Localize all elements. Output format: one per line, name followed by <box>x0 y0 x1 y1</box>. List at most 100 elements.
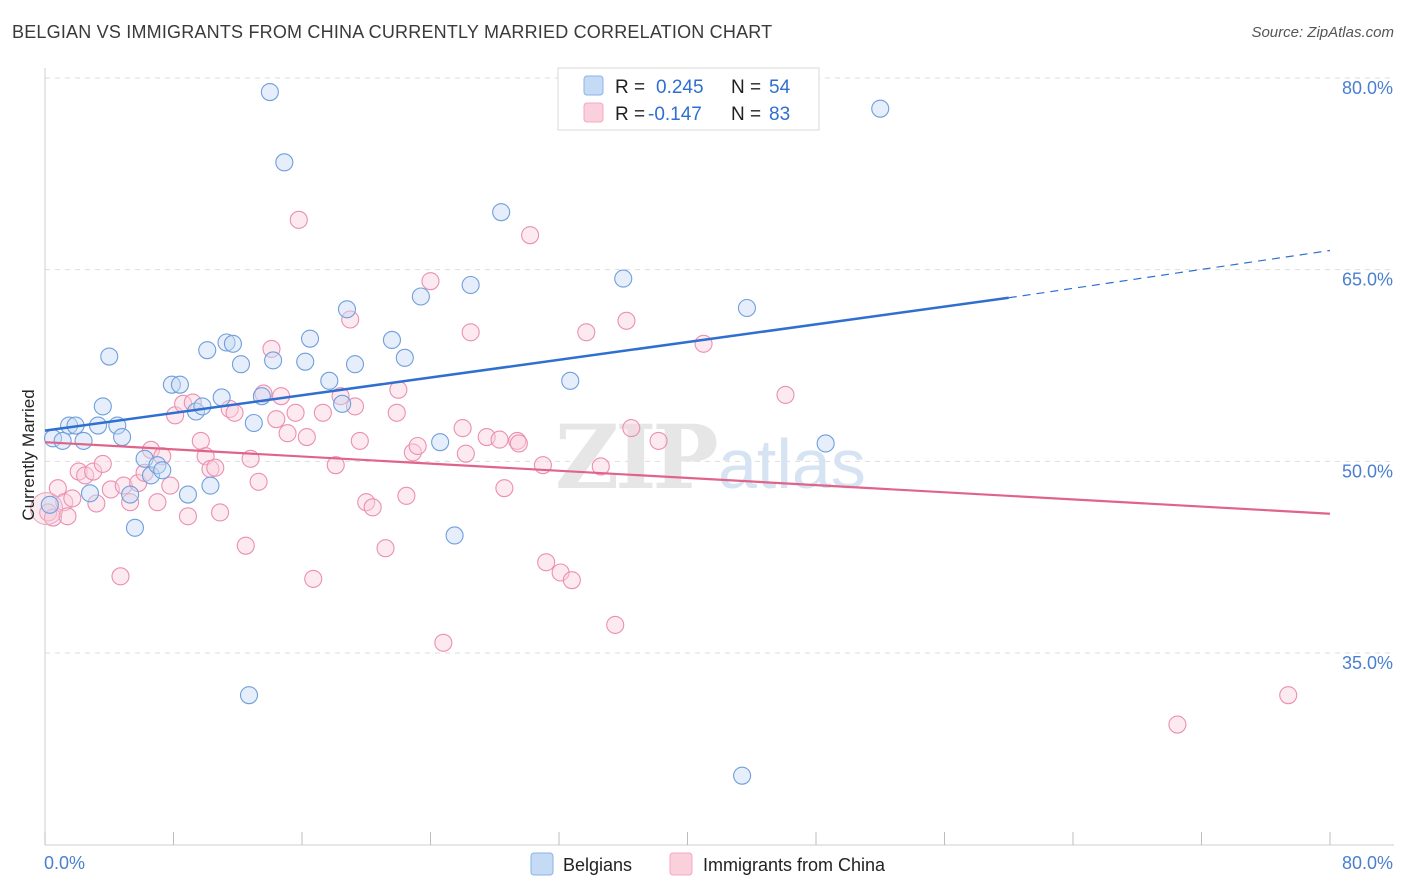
china-point <box>562 571 581 590</box>
legend-n-value-1: 54 <box>769 77 791 98</box>
belgian-point <box>231 355 251 374</box>
belgian-point <box>244 413 263 433</box>
china-point <box>456 444 475 463</box>
china-point <box>121 493 140 512</box>
belgian-point <box>53 431 72 450</box>
belgian-point <box>345 355 365 374</box>
x-tick-label-min: 0.0% <box>44 853 85 873</box>
china-point <box>161 476 180 495</box>
legend-r-value-2: -0.147 <box>648 104 702 125</box>
belgian-point <box>492 203 511 222</box>
belgian-point <box>737 298 756 318</box>
belgian-point <box>223 334 242 353</box>
china-point <box>289 210 308 229</box>
belgian-point <box>816 434 835 453</box>
china-point <box>509 434 528 453</box>
china-point <box>141 440 161 459</box>
china-point-cluster <box>30 492 64 526</box>
legend-bottom-swatch-china <box>669 852 693 876</box>
belgian-point <box>300 329 320 348</box>
china-point <box>408 436 427 456</box>
belgian-trend-extension <box>1008 249 1331 299</box>
china-point <box>495 479 514 498</box>
belgian-trend-line <box>44 296 1009 432</box>
china-point <box>249 472 268 491</box>
belgian-point <box>461 275 480 295</box>
legend-bottom-swatch-belgians <box>530 852 554 876</box>
china-point <box>191 431 210 450</box>
china-point <box>649 431 668 450</box>
belgian-point <box>80 484 100 503</box>
legend-r-value-1: 0.245 <box>656 77 704 98</box>
legend-swatch-belgians <box>583 75 604 96</box>
china-point <box>622 419 641 438</box>
grid-lines <box>45 77 1394 654</box>
china-point <box>363 498 382 517</box>
belgian-point <box>382 330 402 349</box>
china-point <box>387 403 406 422</box>
belgian-point <box>113 428 132 447</box>
china-point <box>434 633 453 652</box>
china-point <box>606 615 625 634</box>
china-point <box>286 403 305 422</box>
belgian-point <box>193 397 212 416</box>
china-point <box>341 310 360 329</box>
china-point <box>350 431 369 450</box>
belgian-point <box>121 485 140 504</box>
china-point <box>453 419 472 438</box>
china-point <box>313 403 332 422</box>
watermark: ZIP atlas <box>555 405 866 509</box>
china-point <box>278 424 297 443</box>
legend-stats: R = 0.245 N = 54 R = -0.147 N = 83 <box>557 67 820 131</box>
trend-lines <box>44 249 1331 515</box>
belgian-point <box>100 347 119 366</box>
china-point <box>225 403 244 422</box>
chart-title: BELGIAN VS IMMIGRANTS FROM CHINA CURRENT… <box>12 22 773 42</box>
belgian-point <box>260 83 279 102</box>
china-point <box>114 476 133 495</box>
china-point <box>58 507 77 526</box>
china-point <box>39 503 58 522</box>
belgian-point <box>275 153 294 172</box>
belgian-point <box>93 397 112 416</box>
china-point <box>304 569 323 588</box>
source-credit: Source: ZipAtlas.com <box>1251 24 1394 41</box>
china-point <box>490 430 509 449</box>
china-point <box>1279 686 1298 705</box>
belgian-point <box>74 431 93 450</box>
china-point <box>521 226 540 245</box>
belgian-point <box>614 269 633 288</box>
belgian-point <box>141 466 161 485</box>
legend-swatch-china <box>583 102 604 123</box>
belgian-point <box>320 371 339 390</box>
belgian-point <box>40 495 59 514</box>
y-axis-label: Currently Married <box>19 389 38 520</box>
legend-n-label-1: N = <box>731 77 761 98</box>
y-tick-label: 35.0% <box>1342 653 1393 673</box>
legend-n-label-2: N = <box>731 104 761 125</box>
belgian-point <box>153 461 172 480</box>
china-point <box>211 503 230 522</box>
china-point <box>1168 715 1187 734</box>
china-point <box>206 458 225 477</box>
china-point <box>326 456 345 475</box>
china-point <box>178 507 198 526</box>
belgian-point <box>333 394 352 413</box>
legend-series: Belgians Immigrants from China <box>530 852 886 876</box>
china-point <box>376 539 395 558</box>
y-tick-labels: 35.0% 50.0% 65.0% 80.0% <box>1342 78 1393 673</box>
china-trend-line <box>44 441 1331 515</box>
china-point <box>63 489 82 508</box>
belgian-point <box>431 433 450 452</box>
legend-r-label-1: R = <box>615 77 645 98</box>
china-point <box>617 311 636 330</box>
china-point <box>331 387 350 406</box>
china-point <box>262 339 281 358</box>
china-point <box>577 323 596 342</box>
china-point <box>461 323 480 342</box>
belgian-point <box>170 375 189 394</box>
belgian-point <box>125 518 144 537</box>
china-point <box>93 454 112 473</box>
belgian-point <box>411 287 430 306</box>
